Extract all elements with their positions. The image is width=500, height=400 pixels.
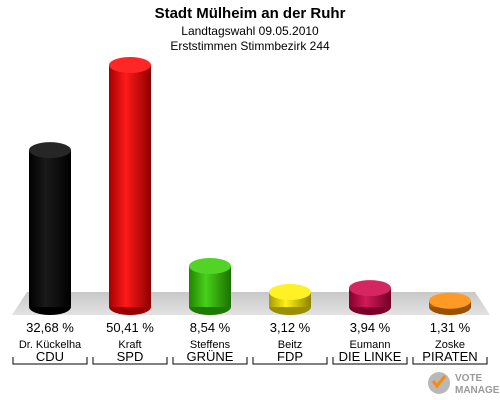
party-bracket-fdp [252,357,328,365]
candidate-label-gr-ne: Steffens [190,339,231,351]
party-label-piraten: PIRATEN [422,349,477,364]
logo-text-vote: VOTE [455,373,483,384]
party-label-cdu: CDU [36,349,64,364]
candidate-label-fdp: Beitz [278,339,302,351]
party-label-die-linke: DIE LINKE [339,349,402,364]
party-label-gr-ne: GRÜNE [187,349,234,364]
bars-group [29,57,471,315]
value-label-piraten: 1,31 % [430,320,471,335]
value-label-fdp: 3,12 % [270,320,311,335]
bar-gr-ne [189,258,231,315]
vote-manager-logo: VOTE MANAGER [428,372,500,396]
party-label-fdp: FDP [277,349,303,364]
chart-subtitle-2: Erststimmen Stimmbezirk 244 [170,39,330,53]
value-label-cdu: 32,68 % [26,320,74,335]
chart-subtitle: Landtagswahl 09.05.2010 [181,24,319,38]
candidate-label-piraten: Zoske [435,339,465,351]
party-bracket-cdu [12,357,88,365]
candidate-label-die-linke: Eumann [350,339,391,351]
bar-piraten [429,292,471,315]
bar-cdu [29,142,71,315]
party-bracket-gr-ne [172,357,248,365]
bar-fdp [269,284,311,315]
logo-check-icon [431,375,447,389]
chart-floor [12,292,490,315]
chart-title: Stadt Mülheim an der Ruhr [155,5,346,22]
value-label-gr-ne: 8,54 % [190,320,231,335]
bar-spd [109,57,151,315]
value-labels-group: 32,68 % 50,41 % 8,54 % 3,12 % 3,94 % 1,31 % [26,320,471,335]
logo-text-manager: MANAGER [455,385,500,396]
party-bracket-spd [92,357,168,365]
candidate-labels-group: Dr. Kückelha Kraft Steffens Beitz Eumann Zosk… [19,339,465,351]
party-label-spd: SPD [117,349,144,364]
party-bracket-piraten [412,357,488,365]
value-label-spd: 50,41 % [106,320,154,335]
candidate-label-spd: Kraft [118,339,141,351]
party-labels-group: CDU SPD GRÜNE FDP DIE LINKE PIRATEN [12,349,488,365]
candidate-label-cdu: Dr. Kückelha [19,339,82,351]
bar-die-linke [349,280,391,315]
party-bracket-die-linke [332,357,408,365]
value-label-die-linke: 3,94 % [350,320,391,335]
